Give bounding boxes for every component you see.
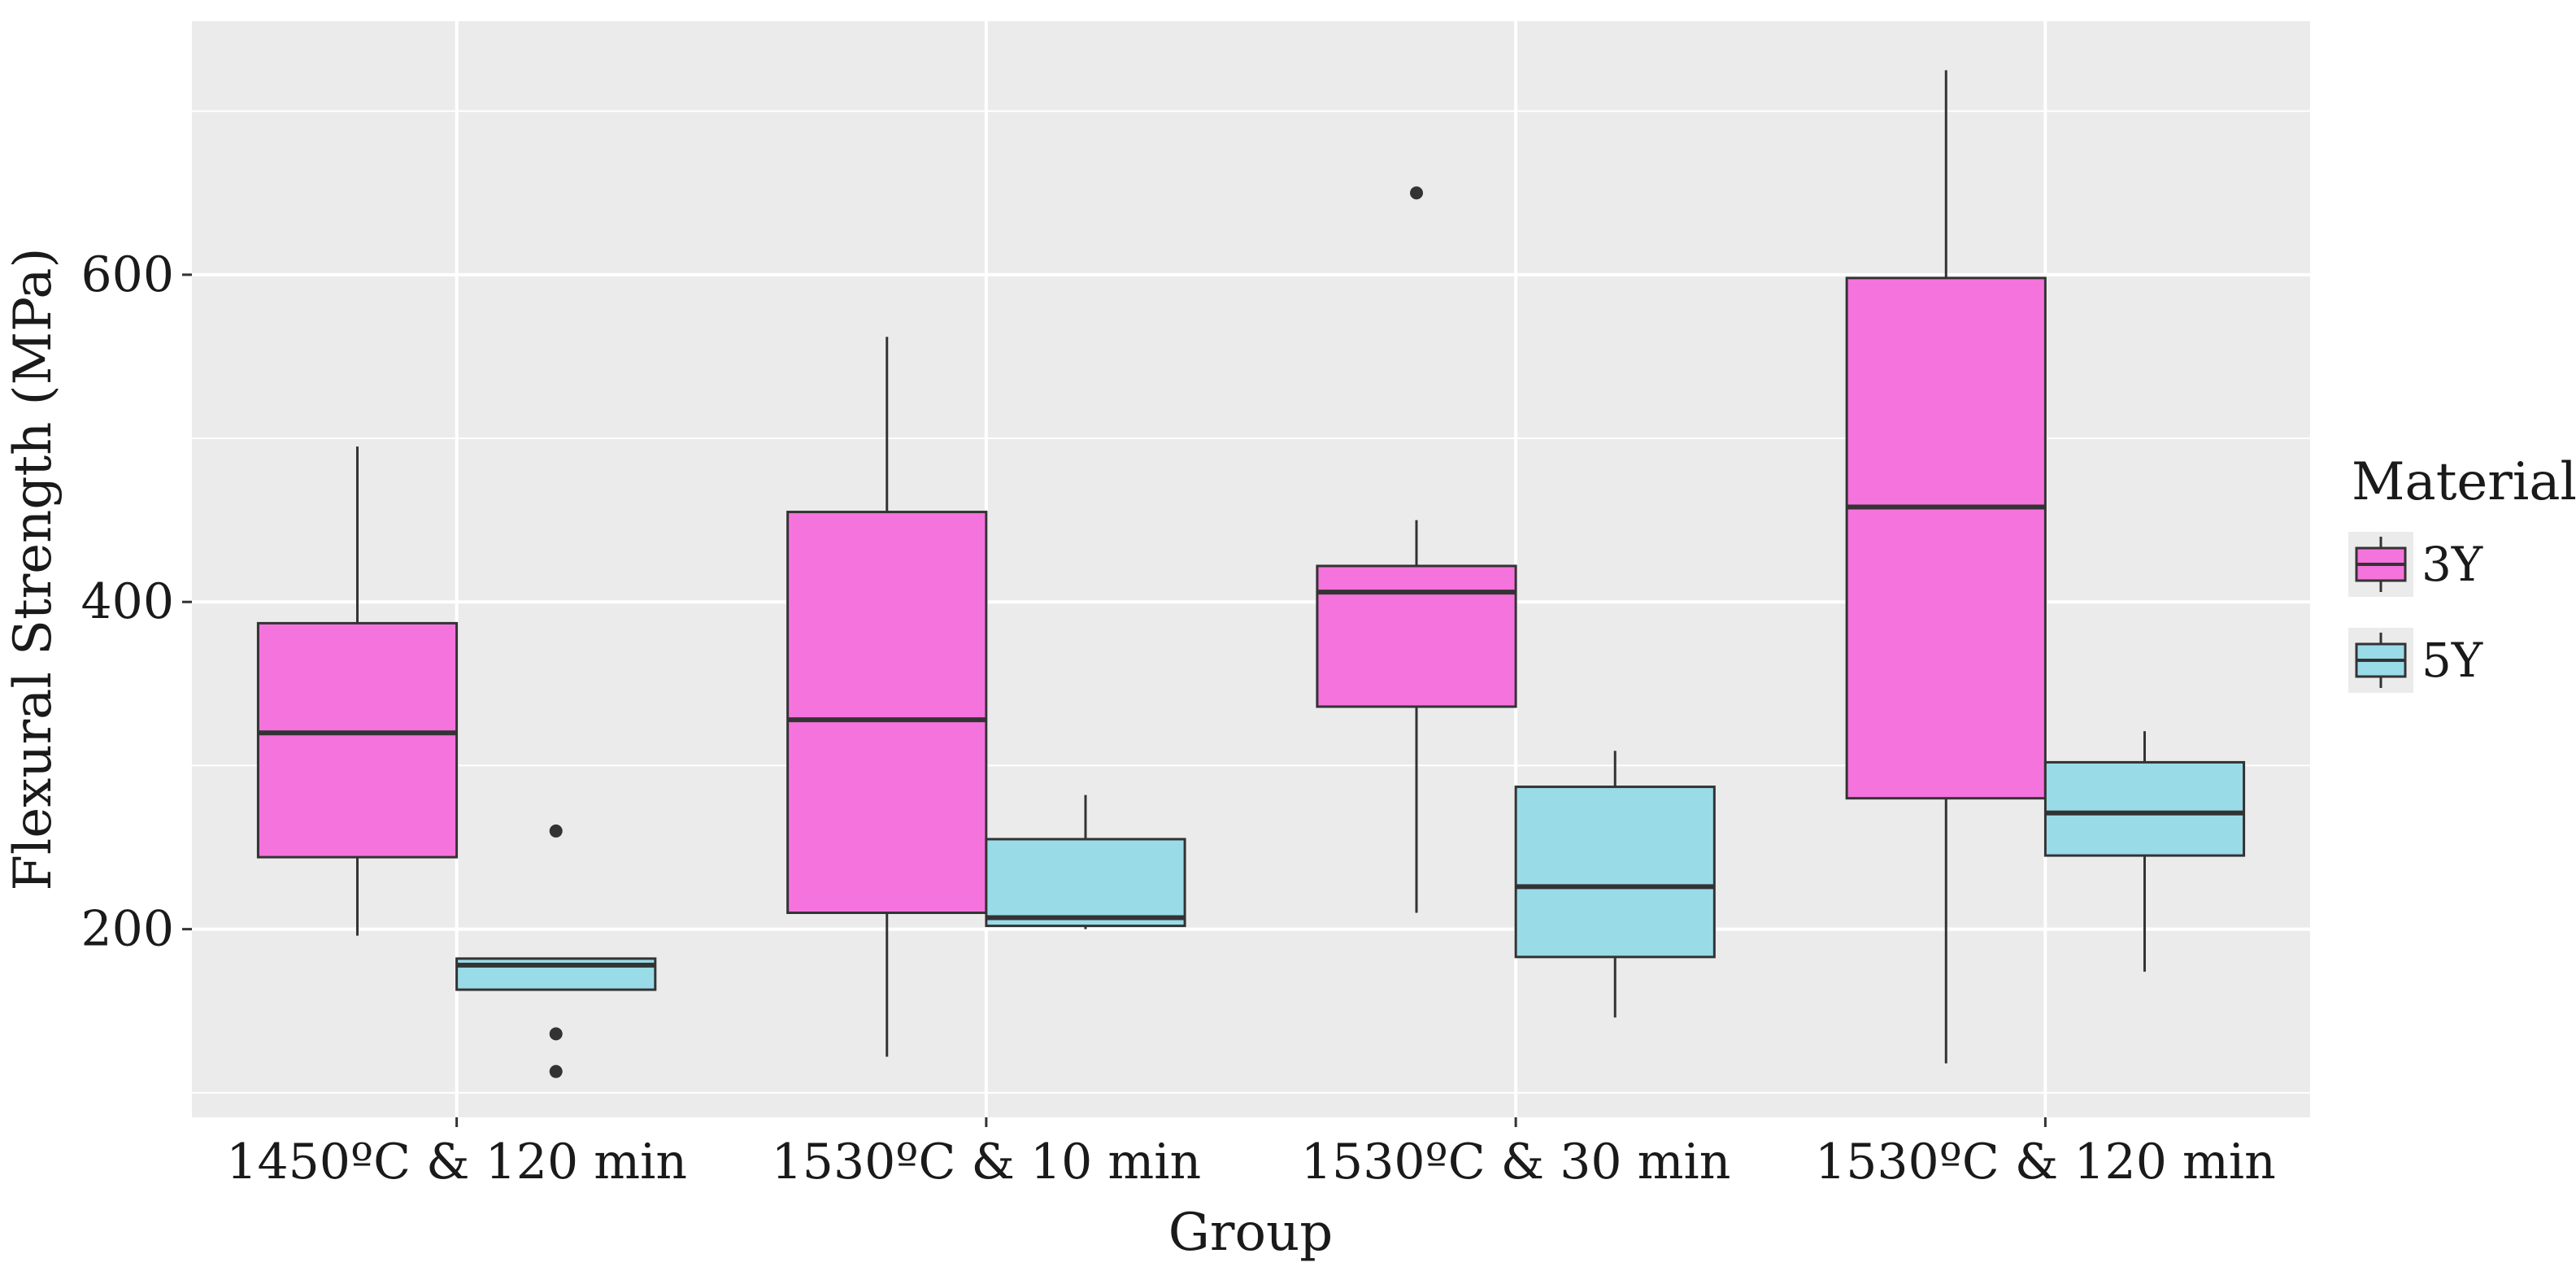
- box-iqr: [1316, 564, 1517, 708]
- box-iqr: [256, 621, 459, 859]
- box-3Y-2: [1316, 186, 1517, 913]
- box-iqr: [786, 511, 988, 915]
- outlier-point: [549, 824, 563, 838]
- y-tick-label: 400: [80, 573, 174, 630]
- outlier-point: [1410, 186, 1424, 200]
- box-5Y-1: [985, 794, 1186, 929]
- legend-title: Material: [2352, 452, 2576, 512]
- y-tick-label: 600: [80, 246, 174, 303]
- x-tick-label: 1530ºC & 10 min: [772, 1134, 1202, 1190]
- legend-label: 3Y: [2422, 537, 2483, 592]
- legend-item-5Y: 5Y: [2348, 628, 2483, 693]
- x-axis-title: Group: [1168, 1203, 1333, 1263]
- box-3Y-1: [786, 337, 988, 1057]
- x-tick-label: 1530ºC & 30 min: [1301, 1134, 1731, 1190]
- box-3Y-3: [1845, 70, 2047, 1064]
- legend: Material 3Y 5Y: [2348, 452, 2576, 693]
- axes: 200 400 600 1450ºC & 120 min 1530ºC & 10 min…: [80, 246, 2275, 1190]
- box-3Y-0: [256, 446, 459, 936]
- y-tick-label: 200: [80, 901, 174, 958]
- outlier-point: [549, 1027, 563, 1041]
- outlier-point: [549, 1064, 563, 1078]
- x-tick-label: 1450ºC & 120 min: [226, 1134, 687, 1190]
- legend-keys: 3Y 5Y: [2348, 532, 2483, 693]
- box-iqr: [1514, 786, 1716, 959]
- box-iqr: [985, 838, 1186, 928]
- y-axis-title: Flexural Strength (MPa): [3, 248, 63, 891]
- box-5Y-3: [2043, 731, 2246, 972]
- legend-item-3Y: 3Y: [2348, 532, 2483, 597]
- box-5Y-2: [1514, 751, 1716, 1018]
- boxes: [256, 70, 2246, 1078]
- box-iqr: [2043, 760, 2246, 857]
- box-iqr: [1845, 276, 2047, 800]
- legend-label: 5Y: [2422, 633, 2483, 688]
- x-tick-label: 1530ºC & 120 min: [1815, 1134, 2276, 1190]
- box-5Y-0: [455, 824, 657, 1078]
